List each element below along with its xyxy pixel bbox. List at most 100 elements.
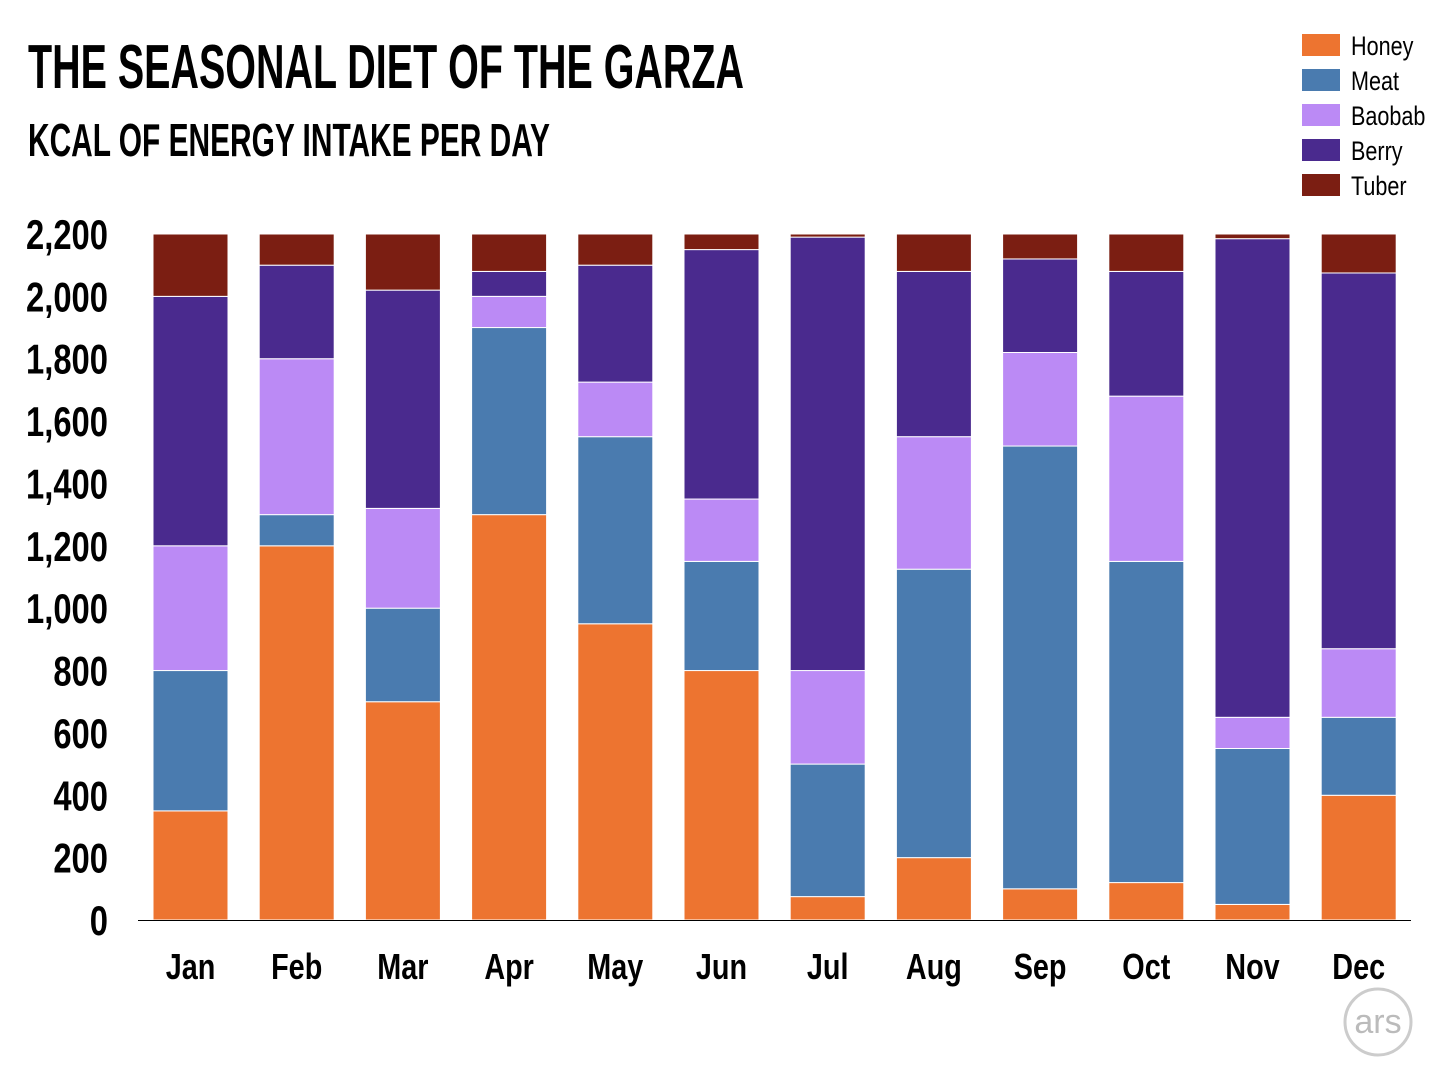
legend-label-berry: Berry	[1351, 137, 1403, 167]
bar-segment-honey-jun	[683, 670, 760, 921]
legend-swatch-berry	[1302, 139, 1340, 161]
x-axis: Jan Feb Mar Apr May Jun Jul Aug Sep Oct Nov Dec	[166, 946, 1385, 987]
bar-segment-tuber-apr	[471, 233, 548, 272]
bar-segment-baobab-may	[577, 381, 654, 438]
x-tick-label: Aug	[906, 946, 962, 987]
legend-swatch-honey	[1302, 34, 1340, 56]
y-tick-label: 400	[53, 772, 108, 819]
bar-segment-honey-dec	[1320, 794, 1397, 921]
bar-segment-honey-sep	[1002, 888, 1079, 921]
bar-segment-baobab-jan	[152, 545, 229, 672]
ars-logo-text: ars	[1354, 1003, 1401, 1041]
y-tick-label: 200	[53, 835, 108, 882]
bar-segment-tuber-mar	[364, 233, 441, 291]
y-tick-label: 0	[90, 897, 108, 944]
bar-segment-berry-jul	[789, 236, 866, 672]
bar-segment-berry-aug	[895, 270, 972, 438]
legend-label-baobab: Baobab	[1351, 102, 1425, 132]
bar-segment-baobab-sep	[1002, 351, 1079, 447]
bar-segment-tuber-oct	[1108, 233, 1185, 272]
bar-segment-meat-aug	[895, 568, 972, 859]
ars-logo: ars	[1343, 987, 1413, 1057]
y-tick-label: 1,600	[26, 398, 108, 445]
bar-segment-tuber-feb	[258, 233, 335, 266]
bar-segment-berry-mar	[364, 289, 441, 509]
legend-label-honey: Honey	[1351, 32, 1414, 62]
bar-segment-baobab-nov	[1214, 716, 1291, 749]
bar-segment-meat-feb	[258, 514, 335, 547]
bar-segment-meat-oct	[1108, 560, 1185, 884]
x-tick-label: Sep	[1014, 946, 1067, 987]
bar-segment-tuber-dec	[1320, 233, 1397, 274]
legend-label-meat: Meat	[1351, 67, 1399, 97]
legend: Honey Meat Baobab Berry Tuber	[1302, 32, 1425, 202]
bars	[152, 233, 1397, 921]
bar-segment-baobab-oct	[1108, 395, 1185, 562]
bar-segment-baobab-dec	[1320, 648, 1397, 718]
bar-segment-berry-sep	[1002, 258, 1079, 353]
x-tick-label: Feb	[271, 946, 322, 987]
x-tick-label: Jun	[696, 946, 747, 987]
legend-label-tuber: Tuber	[1351, 172, 1407, 202]
bar-segment-berry-nov	[1214, 238, 1291, 718]
bar-segment-berry-may	[577, 264, 654, 383]
bar-segment-honey-may	[577, 623, 654, 921]
bar-segment-honey-jan	[152, 810, 229, 921]
x-tick-label: May	[587, 946, 643, 987]
legend-swatch-tuber	[1302, 174, 1340, 196]
y-tick-label: 600	[53, 710, 108, 757]
legend-swatch-baobab	[1302, 104, 1340, 126]
bar-segment-tuber-jan	[152, 233, 229, 297]
bar-segment-meat-nov	[1214, 748, 1291, 905]
y-tick-label: 2,200	[26, 211, 108, 258]
x-tick-label: Jan	[166, 946, 216, 987]
bar-segment-baobab-jun	[683, 498, 760, 562]
bar-segment-baobab-aug	[895, 436, 972, 570]
bar-segment-tuber-nov	[1214, 233, 1291, 240]
bar-segment-berry-jun	[683, 249, 760, 500]
y-tick-label: 1,400	[26, 461, 108, 508]
x-tick-label: Mar	[377, 946, 428, 987]
bar-segment-berry-oct	[1108, 270, 1185, 397]
bar-segment-tuber-jun	[683, 233, 760, 251]
bar-segment-tuber-may	[577, 233, 654, 266]
bar-segment-baobab-apr	[471, 295, 548, 329]
bar-segment-honey-aug	[895, 857, 972, 921]
x-tick-label: Jul	[807, 946, 849, 987]
bar-segment-tuber-sep	[1002, 233, 1079, 260]
y-axis: 0 200 400 600 800 1,000 1,200 1,400 1,600 1,800 2,…	[26, 211, 108, 944]
bar-segment-berry-jan	[152, 295, 229, 547]
bar-segment-meat-mar	[364, 607, 441, 703]
x-tick-label: Apr	[484, 946, 534, 987]
y-tick-label: 1,800	[26, 336, 108, 383]
bar-segment-baobab-feb	[258, 358, 335, 516]
y-tick-label: 1,000	[26, 585, 108, 632]
legend-swatch-meat	[1302, 69, 1340, 91]
chart-subtitle: KCAL OF ENERGY INTAKE PER DAY	[28, 114, 550, 166]
bar-segment-meat-sep	[1002, 445, 1079, 890]
bar-segment-meat-jan	[152, 670, 229, 812]
x-tick-label: Nov	[1225, 946, 1279, 987]
bar-segment-tuber-jul	[789, 233, 866, 238]
y-tick-label: 1,200	[26, 523, 108, 570]
bar-segment-baobab-mar	[364, 507, 441, 609]
bar-segment-honey-feb	[258, 545, 335, 921]
y-tick-label: 2,000	[26, 273, 108, 320]
bar-segment-honey-nov	[1214, 903, 1291, 921]
bar-segment-berry-feb	[258, 264, 335, 360]
bar-segment-baobab-jul	[789, 670, 866, 765]
bar-segment-berry-apr	[471, 270, 548, 297]
y-tick-label: 800	[53, 648, 108, 695]
x-tick-label: Oct	[1122, 946, 1170, 987]
bar-segment-berry-dec	[1320, 272, 1397, 650]
bar-segment-meat-dec	[1320, 716, 1397, 796]
x-tick-label: Dec	[1332, 946, 1385, 987]
bar-segment-meat-jun	[683, 560, 760, 672]
bar-segment-honey-mar	[364, 701, 441, 921]
bar-segment-tuber-aug	[895, 233, 972, 272]
bar-segment-honey-apr	[471, 514, 548, 921]
bar-segment-honey-jul	[789, 896, 866, 921]
bar-segment-meat-apr	[471, 327, 548, 516]
chart-title: THE SEASONAL DIET OF THE GARZA	[28, 33, 744, 102]
